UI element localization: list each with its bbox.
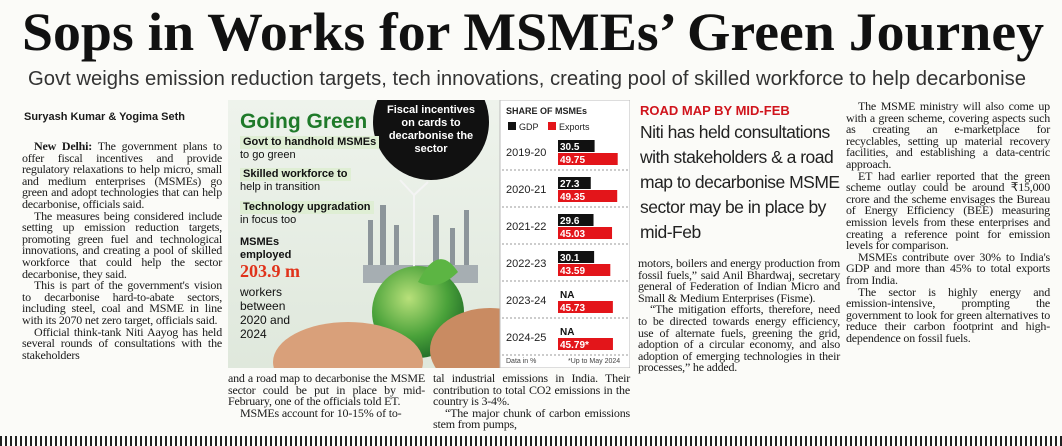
item-text: to go green bbox=[240, 149, 296, 161]
paragraph: and a road map to decarbonise the MSME s… bbox=[228, 371, 425, 409]
category-label: 2020-21 bbox=[506, 184, 546, 196]
column: The MSME ministry will also come up with… bbox=[846, 99, 1050, 345]
paragraph: ET had earlier reported that the green s… bbox=[846, 168, 1050, 253]
paragraph: MSMEs account for 10-15% of to- bbox=[240, 405, 402, 420]
chart-footnote: *Up to May 2024 bbox=[568, 358, 620, 365]
value-label: 49.75 bbox=[560, 155, 585, 166]
paragraph: The sector is highly energy and emission… bbox=[846, 284, 1050, 345]
legend-swatch bbox=[548, 122, 556, 130]
value-label: 29.6 bbox=[560, 216, 580, 227]
item-text: in focus too bbox=[240, 214, 297, 226]
value-label: 45.03 bbox=[560, 229, 585, 240]
column: tal industrial emissions in India. Their… bbox=[433, 371, 630, 432]
paragraph: MSMEs contribute over 30% to India's GDP… bbox=[846, 249, 1050, 287]
infographic-title: Going Green bbox=[240, 110, 368, 133]
legend-label: GDP bbox=[519, 122, 539, 132]
bar bbox=[558, 338, 613, 350]
hand bbox=[273, 322, 423, 368]
bar bbox=[558, 214, 594, 226]
value-label: 30.5 bbox=[560, 142, 580, 153]
column: and a road map to decarbonise the MSME s… bbox=[228, 371, 425, 420]
value-label: 30.1 bbox=[560, 253, 580, 264]
category-label: 2019-20 bbox=[506, 147, 546, 159]
paragraph: motors, boilers and energy production fr… bbox=[638, 256, 840, 305]
chart-title: SHARE OF MSMEs bbox=[506, 106, 587, 116]
bar bbox=[558, 251, 595, 263]
employed-label: MSMEs employed bbox=[240, 236, 292, 261]
value-label: 43.59 bbox=[560, 266, 585, 277]
paragraph: Official think-tank Niti Aayog has held … bbox=[22, 324, 222, 362]
headline: Sops in Works for MSMEs’ Green Journey bbox=[22, 2, 1044, 62]
category-label: 2022-23 bbox=[506, 258, 546, 270]
bar bbox=[558, 140, 595, 152]
column: New Delhi: The government plans to offer… bbox=[22, 139, 222, 362]
header: Sops in Works for MSMEs’ Green Journey G… bbox=[22, 2, 1044, 90]
item-head: Skilled workforce to bbox=[240, 168, 351, 181]
category-label: 2024-25 bbox=[506, 332, 546, 344]
leaf bbox=[418, 259, 458, 286]
paragraph: tal industrial emissions in India. Their… bbox=[433, 371, 630, 409]
paragraph: The MSME ministry will also come up with… bbox=[846, 99, 1050, 171]
item-head: Technology upgradation bbox=[240, 201, 374, 214]
infographic: SHARE OF MSMEs GDP Exports 2019-20 30.5 49.75… bbox=[228, 100, 630, 368]
item: Skilled workforce to help in transition bbox=[240, 168, 380, 194]
value-label: NA bbox=[560, 327, 574, 338]
bar bbox=[558, 153, 618, 165]
bar bbox=[558, 227, 613, 239]
value-label: 45.73 bbox=[560, 303, 585, 314]
paragraph: This is part of the government's vision … bbox=[22, 278, 222, 327]
legend-label: Exports bbox=[559, 122, 590, 132]
item-head: Govt to handhold MSMEs bbox=[240, 136, 380, 149]
value-label: 49.35 bbox=[560, 192, 585, 203]
column: motors, boilers and energy production fr… bbox=[638, 256, 840, 375]
item-text: help in transition bbox=[240, 181, 321, 193]
paragraph: New Delhi: The government plans to offer… bbox=[22, 139, 222, 211]
callout: Fiscal incentives on cards to decarbonis… bbox=[386, 104, 476, 155]
employed-value: 203.9 m bbox=[240, 261, 300, 281]
bottom-border bbox=[0, 436, 1062, 446]
kicker: ROAD MAP BY MID-FEB bbox=[640, 103, 790, 118]
value-label: NA bbox=[560, 290, 574, 301]
item: Technology upgradation in focus too bbox=[240, 201, 380, 227]
category-label: 2023-24 bbox=[506, 295, 546, 307]
infographic-art: SHARE OF MSMEs GDP Exports 2019-20 30.5 49.75… bbox=[228, 100, 630, 368]
value-label: 45.79* bbox=[560, 340, 589, 351]
bar bbox=[558, 177, 591, 189]
subheadline: Govt weighs emission reduction targets, … bbox=[28, 68, 1026, 90]
bar bbox=[558, 301, 613, 313]
dateline: New Delhi: bbox=[34, 139, 93, 153]
chart-note: Data in % bbox=[506, 358, 536, 365]
employed-detail: workers between 2020 and 2024 bbox=[240, 285, 291, 341]
value-label: 27.3 bbox=[560, 179, 580, 190]
byline: Suryash Kumar & Yogima Seth bbox=[24, 111, 185, 123]
category-label: 2021-22 bbox=[506, 221, 546, 233]
wind-turbine bbox=[399, 179, 429, 270]
legend-swatch bbox=[508, 122, 516, 130]
paragraph: “The major chunk of carbon emissions ste… bbox=[433, 405, 630, 432]
text: The government plans to offer fiscal inc… bbox=[22, 139, 222, 211]
item: Govt to handhold MSMEs to go green bbox=[240, 136, 380, 162]
paragraph: The measures being considered include se… bbox=[22, 208, 222, 281]
callout-circle bbox=[373, 100, 489, 180]
paragraph: “The mitigation efforts, therefore, need… bbox=[638, 302, 840, 375]
pull-quote: Niti has held consultations with stakeho… bbox=[640, 122, 840, 242]
bar bbox=[558, 190, 618, 202]
bar bbox=[558, 264, 611, 276]
